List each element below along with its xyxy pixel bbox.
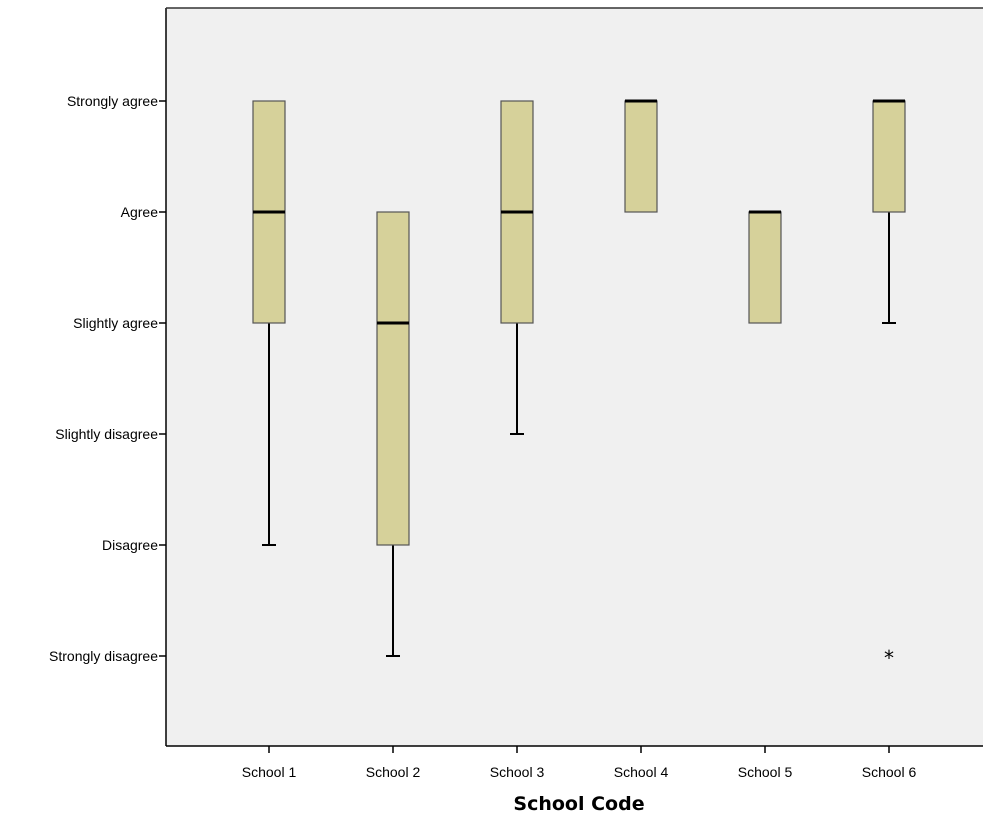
y-tick-label: Strongly disagree <box>49 648 158 664</box>
boxes-layer: * <box>252 99 906 670</box>
box-2 <box>376 211 410 657</box>
y-tick-label: Slightly agree <box>73 315 158 331</box>
box-4 <box>624 99 658 213</box>
x-axis-title: School Code <box>513 793 644 815</box>
box-5 <box>748 210 782 324</box>
outlier-marker: * <box>884 646 894 670</box>
plot-area <box>166 8 983 746</box>
x-tick-label: School 6 <box>862 764 917 780</box>
box-iqr <box>872 100 906 213</box>
y-tick-label: Slightly disagree <box>55 426 158 442</box>
y-tick-label: Disagree <box>102 537 158 553</box>
box-1 <box>252 100 286 546</box>
y-axis: Strongly disagree Disagree Slightly disagr… <box>49 7 983 746</box>
box-6: * <box>872 99 906 670</box>
x-tick-label: School 1 <box>242 764 297 780</box>
box-iqr <box>624 100 658 213</box>
y-tick-label: Agree <box>121 204 159 220</box>
x-axis: School 1 School 2 School 3 School 4 School 5… <box>166 745 983 780</box>
x-tick-label: School 5 <box>738 764 793 780</box>
x-tick-label: School 4 <box>614 764 669 780</box>
x-tick-label: School 2 <box>366 764 421 780</box>
x-tick-label: School 3 <box>490 764 545 780</box>
y-tick-label: Strongly agree <box>67 93 158 109</box>
box-iqr <box>748 211 782 324</box>
box-3 <box>500 100 534 435</box>
box-iqr <box>376 211 410 546</box>
